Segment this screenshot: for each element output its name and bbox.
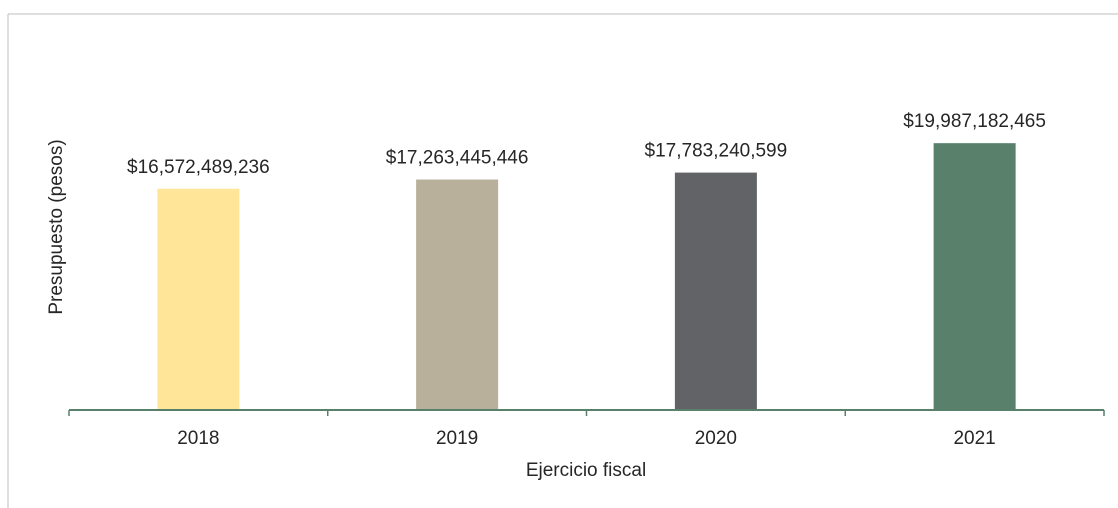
- data-label-2018: $16,572,489,236: [127, 157, 270, 178]
- x-tick-label-2019: 2019: [436, 428, 478, 449]
- x-axis: 2018 2019 2020 2021: [68, 409, 1105, 449]
- bars-layer: [157, 143, 1016, 410]
- data-label-2020: $17,783,240,599: [645, 141, 788, 162]
- bar-2020: [674, 172, 757, 410]
- bar-2021: [933, 143, 1016, 410]
- bar-2019: [416, 179, 499, 410]
- x-tick-label-2020: 2020: [695, 428, 737, 449]
- y-axis-title: Presupuesto (pesos): [46, 139, 67, 314]
- x-tick-label-2018: 2018: [177, 428, 219, 449]
- data-labels-layer: $16,572,489,236 $17,263,445,446 $17,783,24…: [127, 111, 1046, 178]
- x-axis-title: Ejercicio fiscal: [526, 460, 646, 481]
- x-tick-label-2021: 2021: [953, 428, 995, 449]
- data-label-2019: $17,263,445,446: [386, 148, 529, 169]
- data-label-2021: $19,987,182,465: [903, 111, 1046, 132]
- bar-2018: [157, 188, 240, 410]
